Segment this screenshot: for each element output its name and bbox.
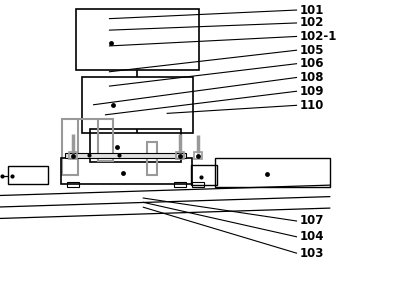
Bar — [194, 152, 202, 159]
Bar — [69, 152, 77, 159]
Bar — [192, 182, 204, 187]
Bar — [76, 9, 199, 70]
Text: 109: 109 — [300, 85, 324, 98]
Text: 110: 110 — [300, 99, 324, 112]
Bar — [62, 119, 78, 175]
Text: 103: 103 — [300, 247, 324, 260]
Text: 108: 108 — [300, 71, 324, 84]
Bar — [8, 166, 48, 184]
Bar — [90, 129, 181, 162]
Text: 106: 106 — [300, 57, 324, 70]
Text: 101: 101 — [300, 3, 324, 17]
Text: 107: 107 — [300, 214, 324, 228]
Text: 102-1: 102-1 — [300, 30, 337, 43]
Bar — [147, 142, 157, 175]
Bar — [98, 119, 113, 161]
Text: 102: 102 — [300, 16, 324, 30]
Bar — [174, 182, 186, 187]
Bar — [191, 165, 217, 185]
Text: 105: 105 — [300, 44, 324, 57]
Bar — [65, 153, 186, 158]
Bar — [215, 158, 330, 187]
Bar — [82, 77, 193, 133]
Bar — [176, 152, 184, 159]
Bar — [67, 182, 79, 187]
Bar — [61, 158, 192, 184]
Text: 104: 104 — [300, 230, 324, 243]
